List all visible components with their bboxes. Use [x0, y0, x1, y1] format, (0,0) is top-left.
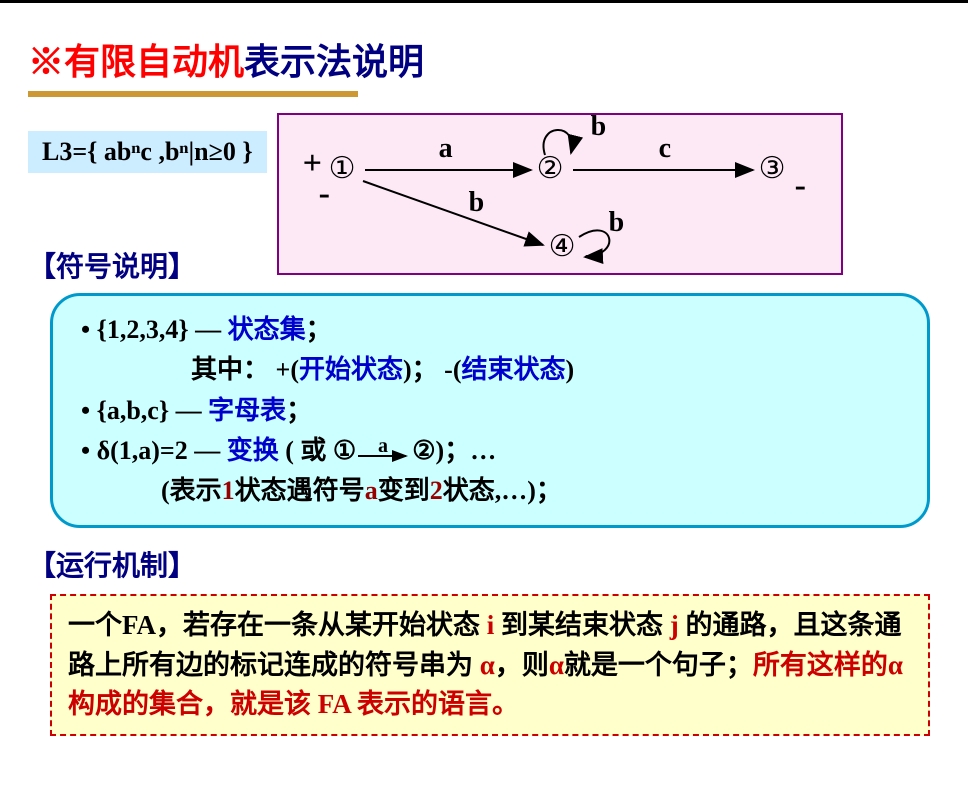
edge-label-a: a: [439, 133, 453, 165]
section-header-mechanism: 【运行机制】: [28, 544, 940, 584]
state-diagram: + ① - ② ③ - ④ - a c b b b: [277, 113, 843, 275]
minus-mark-3: -: [795, 167, 806, 205]
line-delta: • δ(1,a)=2 — 变换 ( 或 ①a②)；…: [81, 431, 907, 471]
line-alphabet: • {a,b,c} — 字母表；: [81, 391, 907, 431]
line-start-end: 其中： +(开始状态)； -(结束状态): [81, 350, 907, 390]
title-red-text: 有限自动机: [64, 42, 244, 82]
state-1: ①: [329, 151, 356, 186]
minus-mark-1: -: [319, 175, 330, 213]
inline-arrow-icon: a: [356, 442, 412, 464]
edge-label-b3: b: [609, 207, 625, 239]
edge-label-b2: b: [591, 111, 607, 143]
title-blue-text: 表示法说明: [244, 42, 424, 82]
edge-label-c: c: [659, 133, 671, 165]
title-symbol: ※: [28, 42, 64, 82]
state-2: ②: [537, 151, 564, 186]
inline-state-1: ①: [333, 436, 356, 465]
state-4: ④: [549, 229, 576, 264]
svg-text:a: a: [378, 442, 388, 457]
state-3: ③: [759, 151, 786, 186]
line-delta-explain: (表示1状态遇符号a变到2状态,…)；: [81, 471, 907, 511]
symbol-explanation-box: • {1,2,3,4} — 状态集； 其中： +(开始状态)； -(结束状态) …: [50, 293, 930, 528]
minus-mark-4: -: [585, 239, 594, 271]
line-states: • {1,2,3,4} — 状态集；: [81, 310, 907, 350]
inline-state-2: ②: [412, 436, 435, 465]
edge-label-b1: b: [469, 187, 485, 219]
slide-title: ※有限自动机表示法说明: [28, 33, 940, 85]
gold-rule: [28, 91, 358, 97]
l3-formula-box: L3={ abⁿc ,bⁿ|n≥0 }: [28, 131, 267, 173]
mechanism-box: 一个FA，若存在一条从某开始状态 i 到某结束状态 j 的通路，且这条通路上所有…: [50, 594, 930, 735]
